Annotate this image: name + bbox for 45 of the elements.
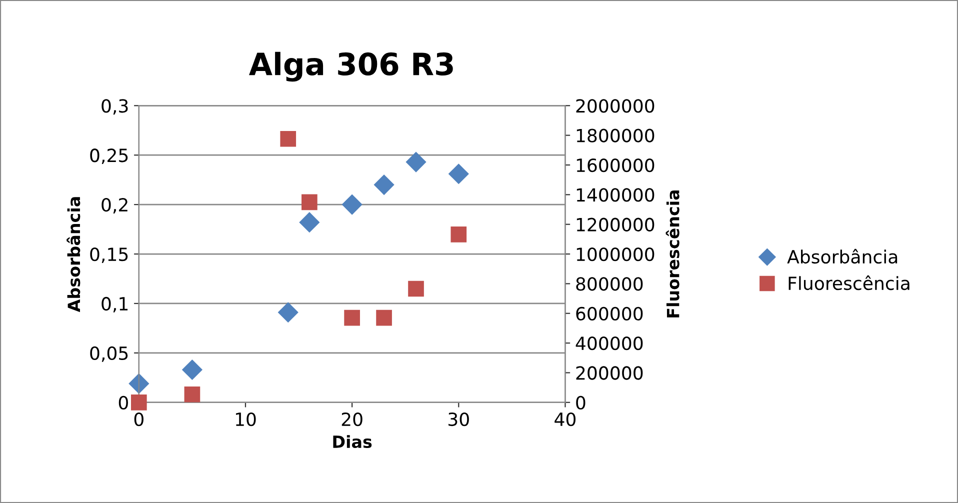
point [450,226,467,242]
x-tick-label: 0 [134,412,144,426]
point [406,152,426,172]
y2-tick-label: 400000 [576,336,643,350]
point [278,302,298,323]
y-tick-label: 0,25 [90,148,128,164]
point [182,359,202,380]
point [302,194,318,210]
point [299,212,320,233]
y-tick-label: 0,05 [90,346,128,362]
x-tick-label: 20 [342,412,362,426]
x-tick-label: 40 [554,412,576,426]
point [376,310,392,326]
x-tick-label: 30 [448,412,469,426]
y2-tick-label: 1800000 [576,128,654,142]
y2-tick-label: 0 [576,396,586,410]
y2-tick-label: 200000 [576,366,643,380]
y2-tick-label: 1000000 [576,247,654,262]
x-axis-title: Dias [333,435,372,448]
y-tick-label: 0,1 [102,296,128,312]
y2-tick-label: 800000 [576,277,643,291]
y2-tick-label: 1200000 [576,218,654,232]
x-tick-label: 10 [236,412,256,426]
y2-tick-label: 1600000 [576,158,654,172]
point [408,280,424,297]
y-axis-title: Absorbância [66,197,80,312]
y2-tick-label: 600000 [576,306,643,320]
legend-label: Fluorescência [788,275,910,290]
point [184,386,200,402]
chart-title: Alga 306 R3 [248,52,453,82]
point [128,373,150,394]
y2-axis-title: Fluorescência [666,190,680,318]
y-tick-label: 0 [118,396,128,410]
point [374,174,394,196]
y-tick-label: 0,2 [102,198,128,214]
point [280,130,296,147]
point [448,164,469,184]
y-tick-label: 0,3 [102,99,128,115]
legend-label: Absorbância [787,248,898,264]
point [344,310,360,326]
y2-tick-label: 1400000 [576,188,654,202]
y2-tick-label: 2000000 [576,99,654,113]
point [130,394,147,410]
y-tick-label: 0,15 [90,247,128,263]
point [342,194,362,215]
